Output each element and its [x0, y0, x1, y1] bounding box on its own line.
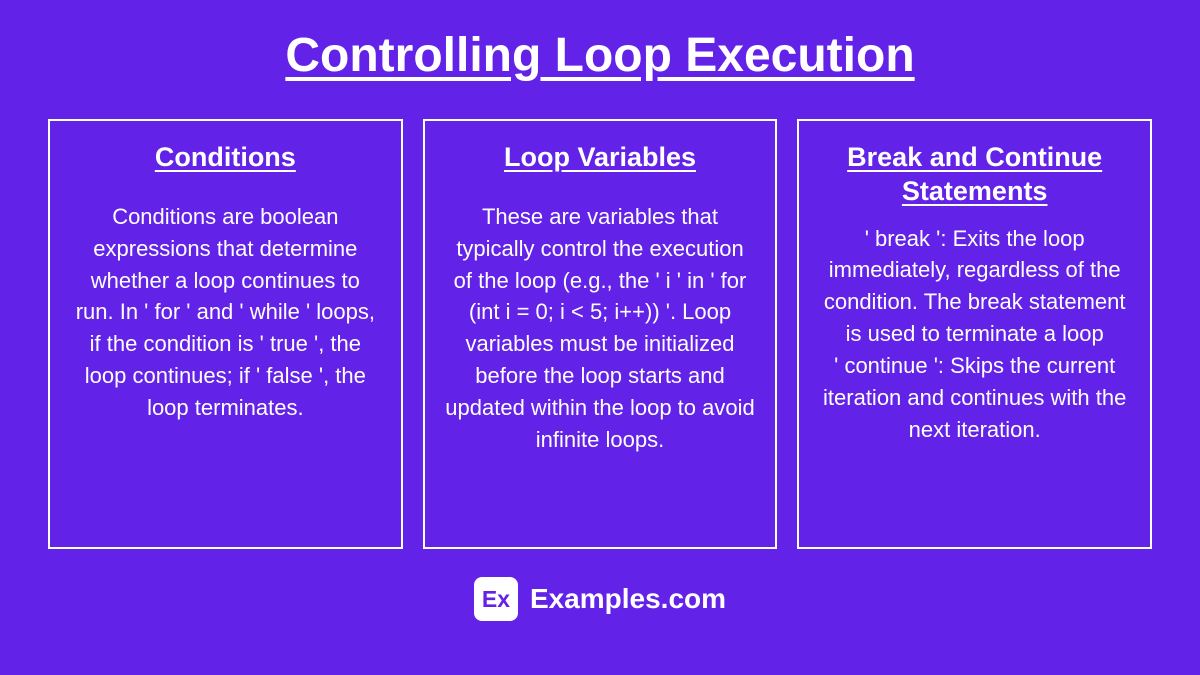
card-body: These are variables that typically contr…	[445, 201, 756, 456]
card-loop-variables: Loop Variables These are variables that …	[423, 119, 778, 549]
card-title: Conditions	[155, 141, 296, 175]
card-break-continue: Break and Continue Statements ' break ':…	[797, 119, 1152, 549]
footer: Ex Examples.com	[474, 577, 726, 621]
logo-text: Ex	[482, 586, 510, 613]
card-conditions: Conditions Conditions are boolean expres…	[48, 119, 403, 549]
cards-row: Conditions Conditions are boolean expres…	[48, 119, 1152, 549]
card-title: Break and Continue Statements	[819, 141, 1130, 209]
logo-icon: Ex	[474, 577, 518, 621]
card-body: ' break ': Exits the loop immediately, r…	[819, 223, 1130, 446]
page-title: Controlling Loop Execution	[285, 28, 914, 83]
card-body: Conditions are boolean expressions that …	[70, 201, 381, 424]
footer-site-text: Examples.com	[530, 583, 726, 615]
card-title: Loop Variables	[504, 141, 696, 175]
